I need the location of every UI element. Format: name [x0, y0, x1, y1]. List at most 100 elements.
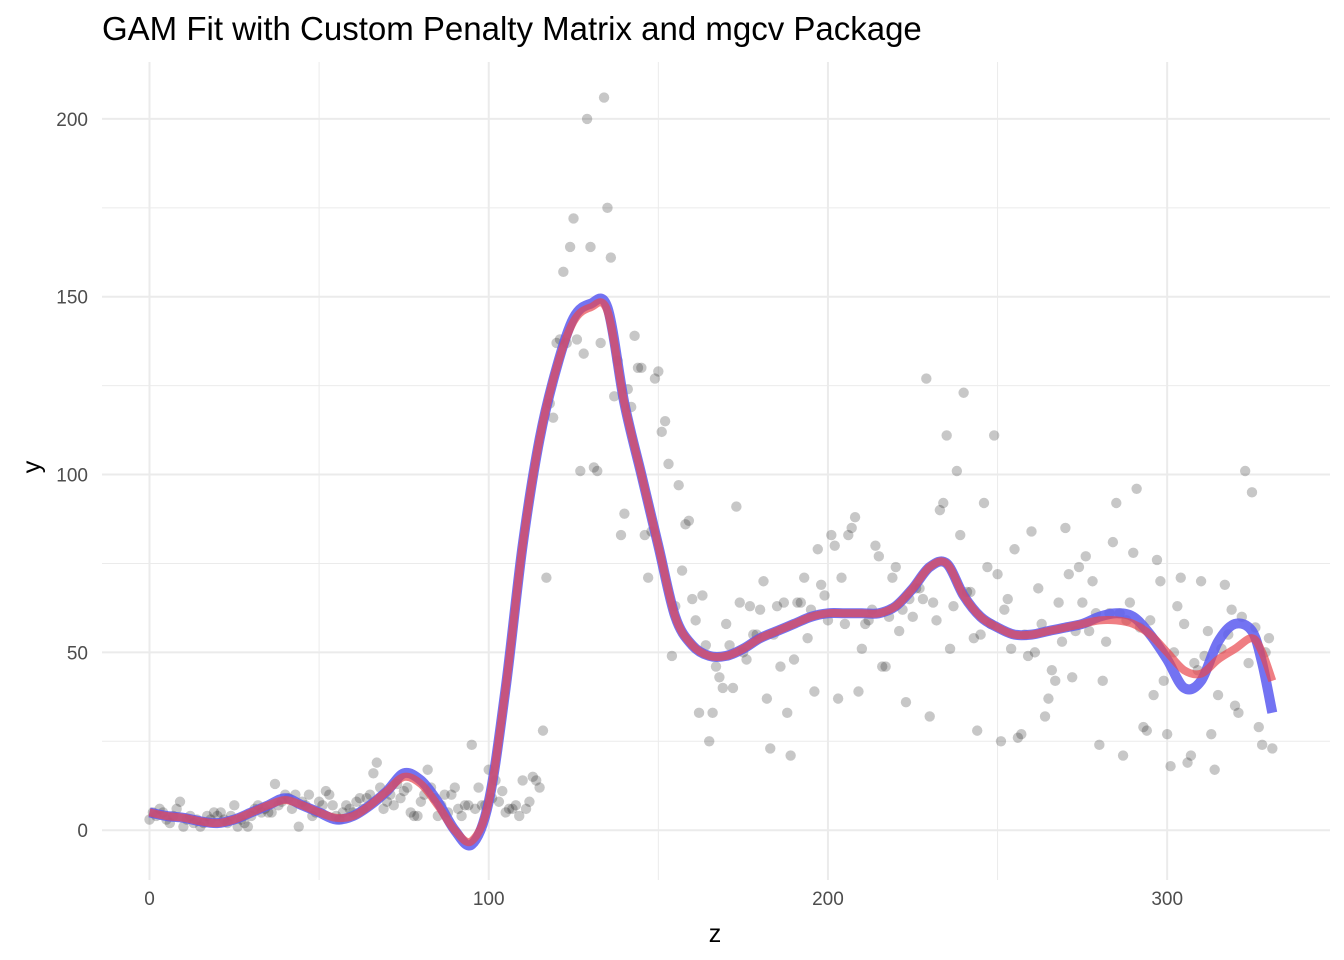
fit-line-mgcv	[148, 293, 1278, 851]
data-point	[1195, 576, 1207, 587]
data-point	[900, 696, 912, 708]
data-point	[412, 810, 423, 822]
data-point	[1212, 689, 1224, 701]
data-point	[853, 686, 864, 697]
data-point	[1012, 732, 1024, 743]
data-point	[680, 519, 691, 530]
data-point	[1239, 465, 1251, 477]
data-point	[541, 572, 552, 583]
data-point	[659, 416, 671, 427]
data-point	[741, 654, 752, 665]
data-point	[1036, 618, 1047, 630]
data-point	[1172, 600, 1183, 612]
data-point	[955, 529, 966, 541]
data-point	[890, 561, 901, 573]
data-point	[676, 565, 688, 576]
data-point	[605, 252, 617, 263]
data-point	[1158, 675, 1169, 687]
data-point	[687, 593, 698, 605]
data-point	[524, 796, 535, 807]
data-point	[1009, 544, 1020, 555]
data-point	[534, 782, 545, 793]
data-point	[388, 800, 399, 811]
data-point	[775, 661, 786, 672]
data-point	[507, 803, 518, 815]
data-point	[497, 785, 508, 797]
data-point	[469, 803, 481, 815]
y-tick-labels: 0 50 100 150 200	[56, 110, 88, 842]
data-point	[510, 800, 522, 811]
data-point	[602, 202, 613, 214]
data-point	[402, 782, 413, 793]
data-point	[313, 796, 325, 807]
data-point	[619, 508, 630, 519]
data-point	[870, 540, 881, 551]
data-point	[829, 540, 840, 551]
data-point	[547, 412, 559, 423]
y-tick-label: 200	[56, 110, 88, 131]
data-point	[395, 793, 406, 804]
data-point	[795, 597, 807, 608]
data-point	[1077, 597, 1088, 608]
data-point	[649, 373, 661, 384]
data-point	[595, 337, 606, 349]
data-point	[1087, 576, 1098, 587]
data-point	[639, 529, 650, 541]
data-point	[208, 807, 220, 818]
data-point	[588, 462, 600, 473]
data-point	[354, 793, 366, 804]
data-point	[642, 572, 654, 583]
data-point	[171, 803, 182, 815]
data-point	[727, 682, 739, 694]
data-point	[849, 512, 861, 523]
data-point	[1050, 675, 1061, 687]
data-point	[229, 800, 240, 811]
data-point	[846, 522, 857, 534]
data-point	[1256, 739, 1268, 751]
data-point	[843, 529, 854, 541]
data-point	[581, 113, 593, 125]
chart-title: GAM Fit with Custom Penalty Matrix and m…	[102, 10, 922, 47]
data-point	[629, 330, 640, 342]
data-point	[1131, 483, 1142, 494]
data-point	[1083, 625, 1095, 637]
data-point	[1148, 689, 1159, 701]
data-point	[771, 600, 783, 612]
data-point	[1029, 647, 1041, 658]
data-point	[938, 497, 949, 509]
data-point	[503, 803, 515, 815]
data-point	[887, 572, 898, 583]
data-point	[473, 782, 484, 793]
x-tick-label: 0	[144, 889, 155, 910]
data-point	[1128, 547, 1139, 558]
data-point	[832, 693, 844, 704]
x-axis-title: z	[709, 920, 722, 948]
data-point	[564, 241, 576, 253]
data-point	[527, 771, 539, 783]
y-axis-title: y	[18, 460, 46, 473]
data-point	[1182, 757, 1193, 768]
data-point	[398, 785, 410, 797]
x-tick-labels: 0 100 200 300	[144, 889, 1183, 910]
data-point	[351, 796, 362, 807]
data-point	[710, 661, 722, 672]
fit-lines	[148, 293, 1278, 851]
data-point	[537, 725, 549, 736]
grid-major	[102, 62, 1330, 880]
data-point	[1175, 572, 1186, 583]
data-point	[415, 796, 427, 807]
data-point	[907, 611, 918, 623]
data-point	[1263, 632, 1275, 644]
data-point	[585, 241, 596, 253]
data-point	[992, 568, 1003, 580]
data-point	[975, 629, 986, 640]
data-point	[792, 597, 803, 608]
data-point	[1066, 672, 1078, 683]
data-point	[1151, 554, 1163, 566]
data-point	[761, 693, 773, 704]
data-point	[744, 600, 756, 612]
data-point	[1117, 750, 1129, 761]
data-point	[422, 764, 433, 775]
data-point	[788, 654, 800, 665]
data-point	[463, 800, 474, 811]
